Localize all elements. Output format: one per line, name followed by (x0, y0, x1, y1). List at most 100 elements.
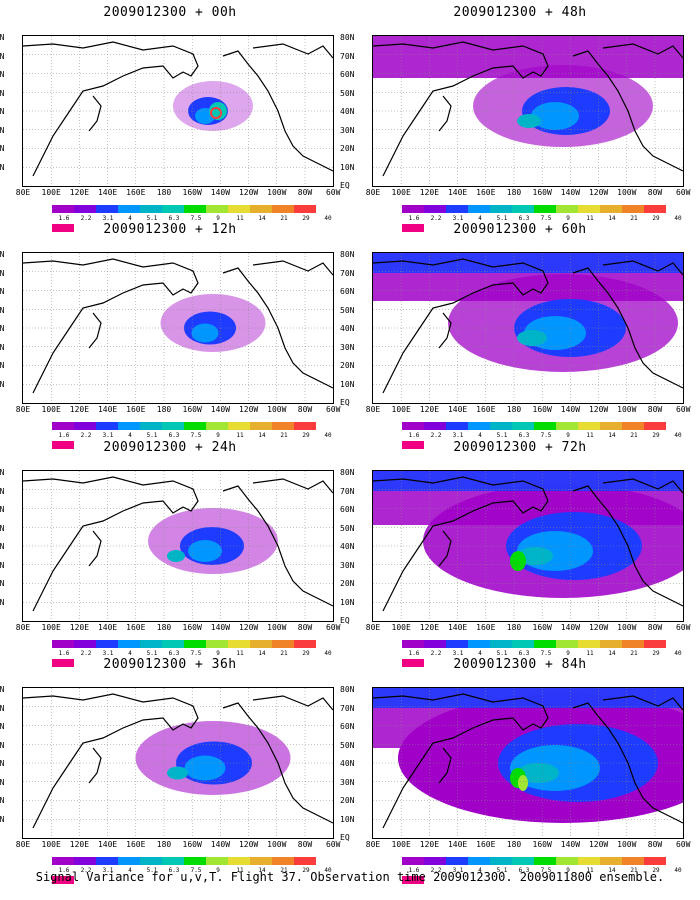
variance-shading (167, 766, 188, 780)
panel-title: 2009012300 + 72h (453, 440, 587, 455)
japan-coastline (88, 95, 102, 132)
colorbar-swatch (118, 640, 140, 648)
colorbar-swatch (206, 205, 228, 213)
lon-label: 140W (560, 188, 581, 197)
panel-title: 2009012300 + 12h (103, 222, 237, 237)
colorbar-label: 21 (280, 215, 288, 222)
colorbar-swatch (206, 857, 228, 865)
lon-label: 100W (617, 188, 637, 197)
colorbar-swatch (512, 422, 534, 430)
lat-label: 20N (340, 579, 355, 588)
asia-coastline (23, 258, 199, 394)
colorbar-swatch (74, 857, 96, 865)
lon-label: 180 (506, 405, 522, 414)
colorbar-swatch (52, 659, 74, 667)
lon-label: 160E (476, 405, 496, 414)
panel-title: 2009012300 + 60h (453, 222, 587, 237)
colorbar-label: 3.1 (452, 867, 464, 874)
variance-shading (510, 551, 526, 571)
lon-label: 80W (297, 188, 313, 197)
colorbar-swatch (622, 422, 644, 430)
colorbar-swatch (534, 640, 556, 648)
variance-shading (373, 253, 683, 273)
lon-label: 180 (506, 840, 522, 849)
colorbar-swatch (512, 857, 534, 865)
arctic-coastline (252, 260, 333, 276)
colorbar-label: 5.1 (496, 432, 508, 439)
map-area (372, 35, 684, 187)
lat-label: 70N (340, 703, 355, 713)
north-america-coastline (222, 702, 333, 824)
lat-label: 20N (340, 796, 355, 805)
lon-label: 140W (560, 623, 581, 632)
lon-label: 60W (675, 623, 691, 632)
colorbar-label: 3.1 (452, 215, 464, 222)
colorbar-label: 2.2 (80, 650, 92, 657)
colorbar-swatch (578, 422, 600, 430)
colorbar-label: 11 (586, 215, 594, 222)
colorbar-swatch (250, 640, 272, 648)
colorbar-swatch (184, 205, 206, 213)
asia-coastline (373, 258, 549, 394)
lat-label: 40N (340, 759, 355, 768)
colorbar-swatch (96, 857, 118, 865)
lon-label: 100E (41, 188, 61, 197)
lon-label: 100E (41, 405, 61, 414)
panel-title: 2009012300 + 00h (103, 5, 237, 20)
japan-coastline (438, 95, 452, 132)
lon-label: 160E (476, 840, 496, 849)
colorbar-label: 3.1 (102, 215, 114, 222)
colorbar-swatch (162, 857, 184, 865)
lat-label: 20N (0, 144, 5, 153)
colorbar-label: 40 (324, 215, 332, 222)
colorbar-swatch (74, 205, 96, 213)
map-area (22, 252, 334, 404)
colorbar-swatch (600, 422, 622, 430)
colorbar (402, 857, 666, 884)
colorbar-swatch (556, 422, 578, 430)
colorbar-swatch (140, 205, 162, 213)
colorbar (402, 640, 666, 667)
colorbar-label: 14 (258, 650, 266, 657)
colorbar-label: 4 (478, 650, 482, 657)
lon-label: 120W (588, 840, 609, 849)
lon-label: 140W (560, 840, 581, 849)
lon-label: 140W (210, 623, 231, 632)
lon-label: 140E (97, 405, 118, 414)
colorbar-label: 7.5 (190, 215, 202, 222)
colorbar-swatch (424, 205, 446, 213)
lat-label: 70N (340, 268, 355, 278)
colorbar-label: 14 (258, 432, 266, 439)
colorbar-label: 40 (674, 215, 682, 222)
variance-shading (373, 471, 683, 491)
lon-label: 120W (588, 405, 609, 414)
north-america-coastline (222, 485, 333, 607)
colorbar-swatch (96, 205, 118, 213)
lat-label: 30N (340, 342, 355, 352)
colorbar-swatch (402, 422, 424, 430)
lon-label: 100E (41, 840, 61, 849)
colorbar-swatch (622, 640, 644, 648)
lat-label: 20N (0, 796, 5, 805)
colorbar-swatch (118, 205, 140, 213)
colorbar-swatch (446, 857, 468, 865)
lat-label: 10N (340, 162, 355, 172)
colorbar-label: 14 (258, 215, 266, 222)
colorbar-swatch (402, 441, 424, 449)
colorbar-label: 2.2 (80, 432, 92, 439)
colorbar-swatch (96, 640, 118, 648)
north-america-coastline (222, 267, 333, 389)
colorbar-label: 7.5 (190, 432, 202, 439)
japan-coastline (438, 747, 452, 784)
colorbar-label: 2.2 (430, 650, 442, 657)
lat-label: 80N (0, 685, 5, 694)
lon-label: 80E (365, 188, 381, 197)
colorbar-swatch (644, 422, 666, 430)
lat-label: 40N (340, 324, 355, 333)
lon-label: 120E (419, 840, 440, 849)
lon-label: 60W (325, 623, 341, 632)
lat-label: 60N (0, 505, 5, 514)
colorbar-swatch (468, 640, 490, 648)
lat-label: 20N (0, 361, 5, 370)
colorbar-label: 21 (280, 432, 288, 439)
